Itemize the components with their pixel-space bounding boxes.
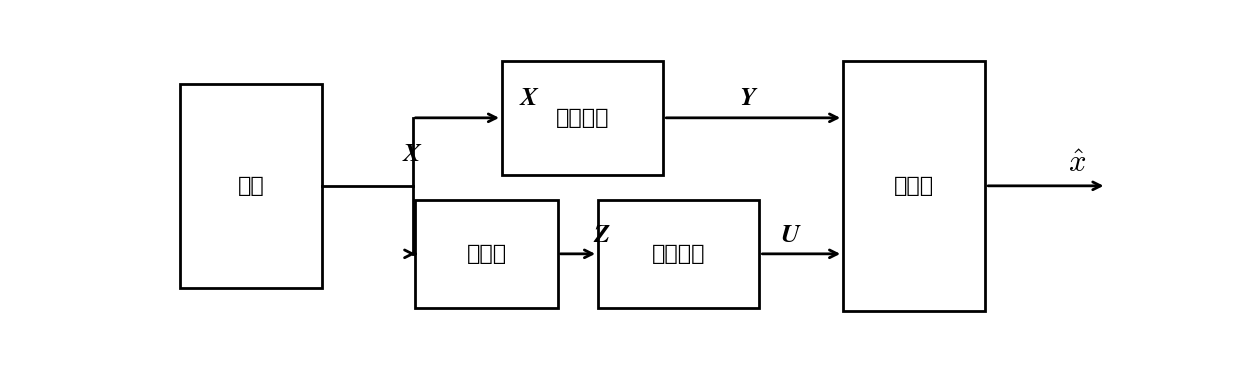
Bar (598, 200, 759, 308)
Text: 译码器: 译码器 (894, 176, 934, 196)
Text: $\boldsymbol{U}$: $\boldsymbol{U}$ (780, 222, 802, 248)
Text: $\boldsymbol{Y}$: $\boldsymbol{Y}$ (739, 85, 759, 111)
Text: $\boldsymbol{Z}$: $\boldsymbol{Z}$ (593, 222, 611, 248)
Bar (415, 200, 558, 308)
Bar (502, 61, 663, 174)
Text: $\boldsymbol{X}$: $\boldsymbol{X}$ (402, 141, 423, 167)
Bar (180, 84, 322, 288)
Text: $\boldsymbol{X}$: $\boldsymbol{X}$ (520, 85, 541, 111)
Bar (843, 61, 986, 311)
Text: 编码器: 编码器 (466, 244, 507, 264)
Text: 信源: 信源 (238, 176, 264, 196)
Text: 关联信道: 关联信道 (556, 108, 609, 128)
Text: $\hat{x}$: $\hat{x}$ (1069, 149, 1086, 178)
Text: 实际信道: 实际信道 (652, 244, 706, 264)
